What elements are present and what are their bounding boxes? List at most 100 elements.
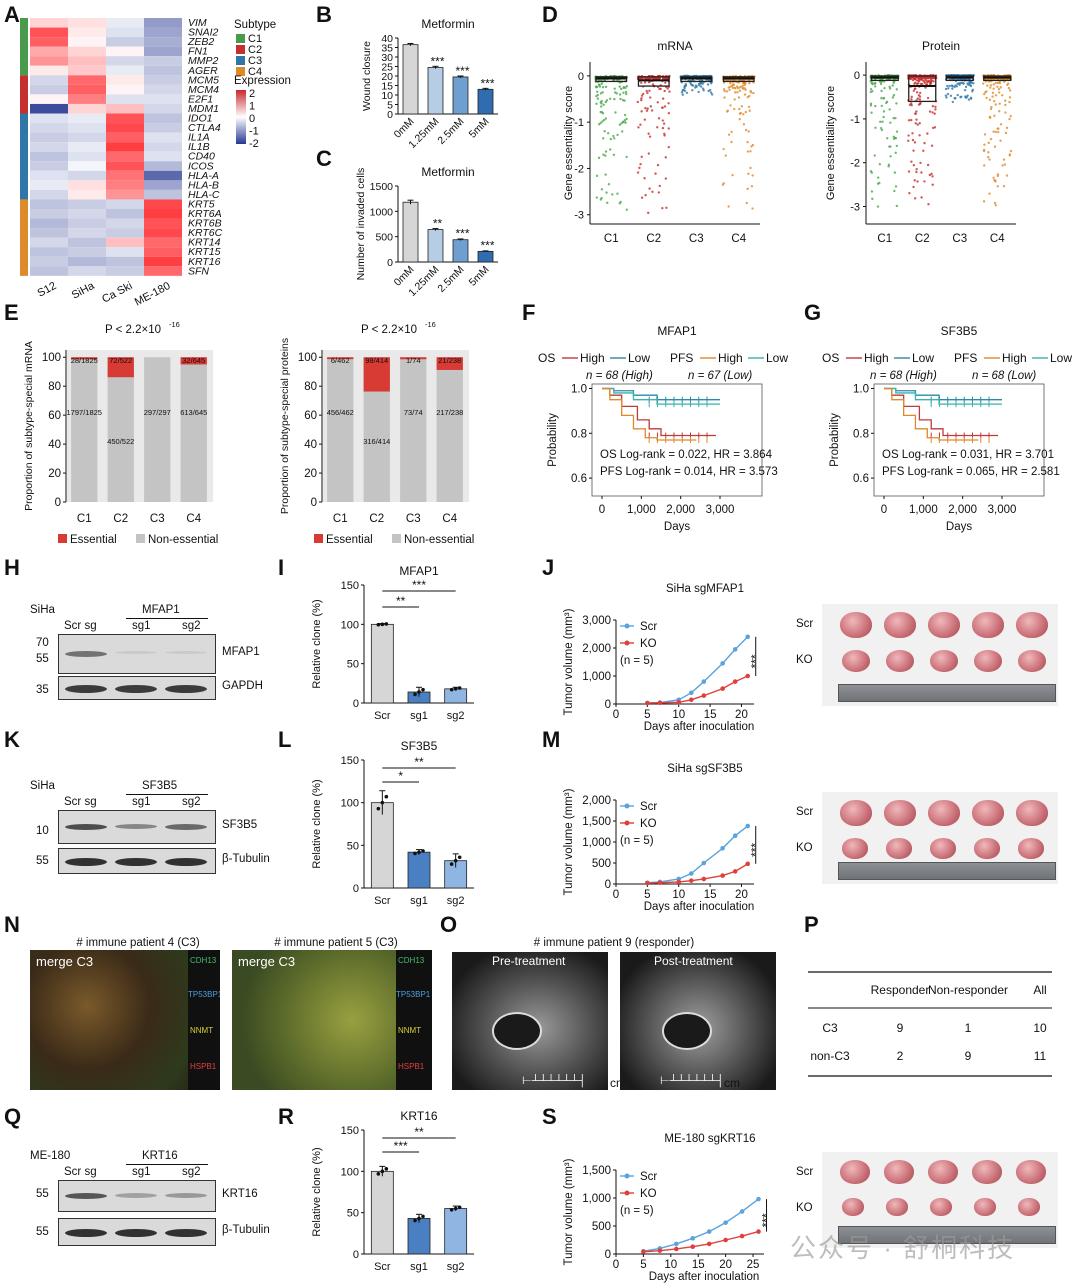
essentiality-point — [1002, 158, 1006, 161]
essentiality-point — [985, 96, 988, 100]
mfap1-survival-legend-pfs-low: Low — [766, 351, 788, 365]
mfap1-photo-tumor-ko — [930, 650, 958, 673]
panel-letter-n: N — [4, 912, 20, 937]
heatmap-cell — [106, 75, 144, 85]
mfap1-photo-tumor-scr — [972, 612, 1004, 638]
essentiality-point — [732, 83, 735, 86]
krt16-growth-point-KO — [673, 1246, 679, 1252]
essentiality-point — [934, 105, 937, 109]
heatmap-cell — [106, 132, 144, 143]
sf3b5-growth-point-KO — [676, 879, 682, 885]
essentiality-point — [882, 115, 885, 119]
essentiality-point — [624, 121, 627, 124]
essentiality-point — [613, 87, 616, 90]
krt16-growth-point-Scr — [739, 1209, 745, 1214]
sf3b5-growth-point-KO — [688, 878, 694, 883]
sf3b5-growth-point-Scr — [688, 871, 694, 876]
mfap1-clone-chart-dot — [457, 686, 462, 690]
mfap1-growth-legend-label-Scr: Scr — [640, 621, 657, 633]
krt16-photo-ruler — [838, 1226, 1056, 1244]
essentiality-point — [667, 127, 670, 130]
mfap1-clone-chart-sig: *** — [412, 578, 426, 592]
essentiality-point — [933, 112, 936, 115]
essentiality-point — [922, 149, 925, 152]
essentiality-point — [963, 88, 967, 92]
heatmap-cell — [144, 75, 182, 85]
essentiality-point — [656, 163, 660, 167]
essentiality-point — [646, 107, 649, 110]
essentiality-point — [971, 88, 975, 91]
essentiality-point — [870, 190, 874, 193]
proportion-ytick-label: 80 — [304, 381, 317, 393]
proportion-bar-nonessential-C3 — [400, 357, 427, 502]
heatmap-cell — [106, 161, 144, 171]
heatmap-cell — [144, 151, 182, 162]
heatmap-cell — [144, 46, 182, 57]
krt16-growth-xlabel: Days after inoculation — [649, 1271, 760, 1283]
proportion-bar-essential-C4 — [180, 357, 207, 365]
krt16-clone-chart-ytick-label: 0 — [353, 1249, 359, 1261]
essentiality-point — [656, 101, 659, 104]
essentiality-point — [894, 151, 897, 155]
invasion-chart-bar-1.25mM — [427, 229, 444, 263]
mfap1-photo-tumor-scr — [884, 612, 916, 638]
mfap1-growth-xtick-label: 15 — [704, 709, 717, 721]
invasion-chart-ylabel: Number of invaded cells — [355, 168, 367, 281]
essentiality-point — [983, 143, 986, 146]
sf3b5-growth-legend-dot-KO — [624, 820, 630, 826]
essentiality-point — [640, 110, 643, 113]
essentiality-point — [742, 113, 745, 116]
essentiality-point — [663, 132, 666, 135]
essentiality-point — [989, 84, 993, 87]
essentiality-ytick-label: -2 — [850, 158, 860, 170]
essentiality-point — [604, 100, 607, 104]
essentiality-point — [917, 82, 920, 85]
essentiality-point — [929, 82, 933, 85]
gene-label: SNAI2 — [188, 27, 219, 39]
nonessential-count-label: 613/645 — [180, 408, 207, 417]
essentiality-point — [748, 109, 751, 112]
gene-label: KRT6B — [188, 218, 222, 230]
panel-letter-e: E — [4, 300, 19, 325]
krt16-growth-point-KO — [706, 1241, 712, 1247]
essentiality-point — [699, 85, 703, 88]
essentiality-point — [608, 97, 612, 100]
sf3b5-clone-chart-xtick-label: Scr — [374, 895, 391, 907]
essentiality-point — [945, 96, 948, 99]
wound-chart-ytick-label: 40 — [381, 33, 393, 45]
subtype-bar-C3 — [20, 113, 28, 200]
essentiality-point — [701, 82, 705, 85]
subtype-swatch-C1 — [236, 34, 245, 43]
mri-scale-post: ⊢┴┴┴┴┴┴┤ — [660, 1075, 725, 1087]
essentiality-point — [599, 101, 602, 104]
sf3b5-survival-xtick-label: 0 — [881, 504, 887, 516]
essentiality-point — [984, 91, 987, 94]
gene-label: FN1 — [188, 46, 208, 58]
sf3b5-growth-ytick-label: 0 — [605, 879, 611, 891]
krt16-growth-xtick-label: 15 — [692, 1259, 705, 1271]
heatmap-cell — [106, 151, 144, 162]
gene-label: IL1B — [188, 141, 210, 153]
essentiality-point — [917, 103, 921, 106]
legend-swatch-nonessential — [136, 534, 145, 543]
essentiality-ytick-label: -3 — [850, 201, 860, 213]
if-title-patient-4: # immune patient 4 (C3) — [76, 937, 200, 949]
mfap1-blot-group-label: MFAP1 — [142, 604, 180, 616]
essentiality-point — [607, 183, 611, 186]
sf3b5-blot-lane-0: Scr sg — [64, 796, 97, 808]
krt16-growth-ytick-label: 500 — [592, 1221, 611, 1233]
sf3b5-clone-chart-dot — [376, 806, 381, 811]
heatmap-cell — [144, 113, 182, 124]
krt16-growth-point-Scr — [706, 1229, 712, 1234]
essentiality-point — [893, 171, 897, 174]
nonessential-count-label: 217/238 — [436, 408, 463, 417]
essentiality-point — [736, 91, 739, 94]
essentiality-point — [982, 92, 986, 96]
essentiality-point — [654, 77, 657, 80]
table-cell: C3 — [822, 1021, 838, 1035]
essentiality-point — [1006, 83, 1009, 87]
essentiality-point — [643, 177, 646, 180]
mfap1-clone-chart-dot — [380, 622, 385, 627]
proportion-ytick-label: 80 — [48, 381, 61, 393]
heatmap-cell — [68, 218, 106, 229]
